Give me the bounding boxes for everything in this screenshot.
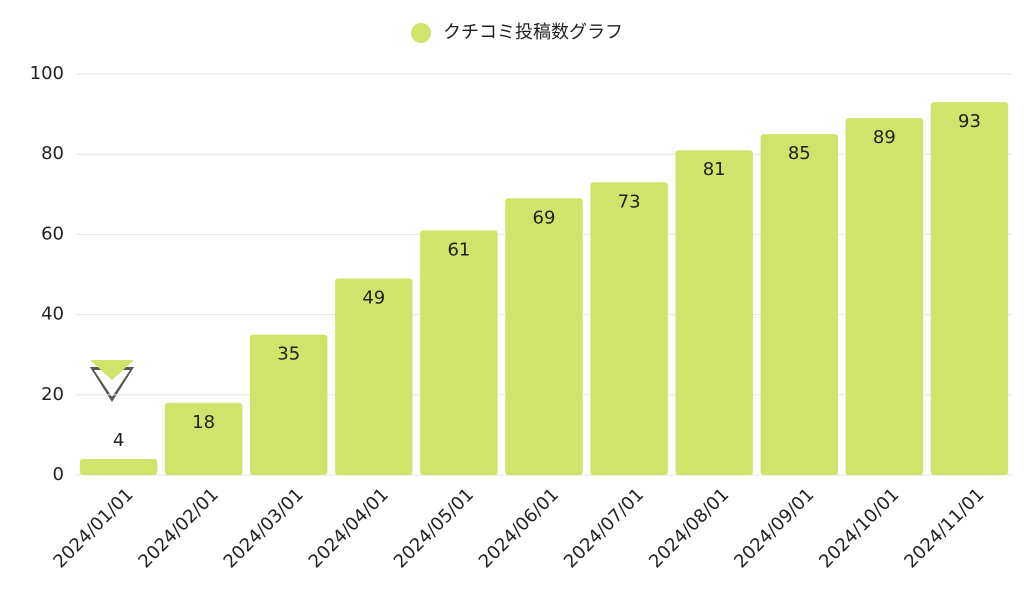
y-tick-label: 100 — [30, 63, 64, 84]
legend-label: クチコミ投稿数グラフ — [443, 22, 623, 43]
y-tick-label: 40 — [41, 304, 64, 325]
bar — [79, 458, 158, 475]
marker-icon — [90, 360, 134, 402]
y-tick-label: 0 — [53, 464, 64, 485]
bar — [675, 150, 753, 475]
y-tick-label: 60 — [41, 223, 64, 244]
y-tick-label: 20 — [41, 384, 64, 405]
bar — [335, 278, 413, 475]
x-tick-label: 2024/08/01 — [645, 484, 733, 572]
x-tick-label: 2024/05/01 — [390, 484, 478, 572]
x-tick-label: 2024/06/01 — [475, 484, 563, 572]
data-label: 85 — [788, 143, 811, 164]
bar — [845, 118, 924, 476]
bar — [590, 182, 668, 475]
data-label: 35 — [277, 344, 300, 365]
legend-marker — [411, 23, 431, 43]
bar — [420, 230, 498, 475]
data-label: 18 — [192, 412, 215, 433]
data-label: 81 — [703, 159, 726, 180]
data-label: 61 — [447, 239, 470, 260]
y-tick-label: 80 — [41, 143, 64, 164]
x-tick-label: 2024/02/01 — [134, 484, 222, 572]
x-tick-label: 2024/03/01 — [220, 484, 308, 572]
bar — [760, 134, 838, 475]
data-label: 4 — [113, 430, 124, 451]
x-tick-label: 2024/10/01 — [815, 484, 903, 572]
x-tick-label: 2024/11/01 — [900, 484, 988, 572]
x-tick-label: 2024/04/01 — [305, 484, 393, 572]
data-label: 69 — [533, 207, 556, 228]
x-tick-label: 2024/01/01 — [49, 484, 137, 572]
data-label: 49 — [362, 288, 385, 309]
x-tick-label: 2024/07/01 — [560, 484, 648, 572]
data-label: 89 — [873, 127, 896, 148]
bar — [505, 198, 583, 475]
bar — [930, 102, 1009, 475]
bar — [164, 402, 243, 475]
data-label: 93 — [958, 111, 981, 132]
bar — [250, 334, 328, 475]
data-label: 73 — [618, 191, 641, 212]
x-tick-label: 2024/09/01 — [730, 484, 818, 572]
